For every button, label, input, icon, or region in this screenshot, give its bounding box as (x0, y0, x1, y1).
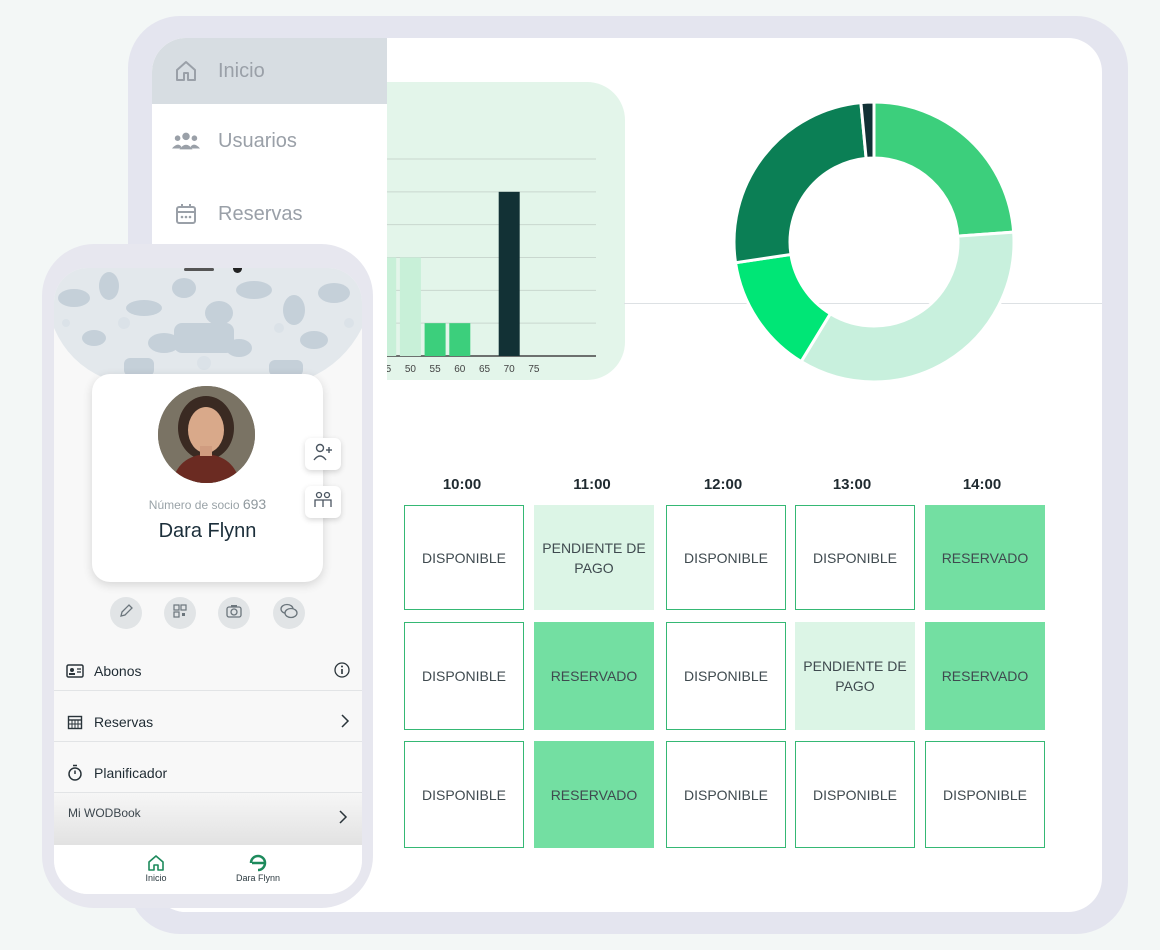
home-icon (138, 853, 174, 873)
schedule-slot[interactable]: DISPONIBLE (666, 741, 786, 848)
time-header: 14:00 (962, 476, 1002, 493)
phone-screen: Número de socio 693 Dara Flynn Abonos Re… (54, 268, 362, 894)
profile-card: Número de socio 693 Dara Flynn (92, 374, 323, 582)
sidebar-item-label: Usuarios (218, 129, 297, 152)
schedule-slot[interactable]: DISPONIBLE (925, 741, 1045, 848)
info-icon[interactable] (334, 662, 350, 681)
time-header: 12:00 (703, 476, 743, 493)
bar-chart: 4045505560657075 (352, 158, 596, 375)
stopwatch-icon (66, 764, 84, 782)
phone-speaker (184, 268, 214, 271)
schedule-slot[interactable]: PENDIENTE DE PAGO (795, 622, 915, 730)
donut-slice (872, 100, 1016, 238)
pencil-icon (118, 603, 134, 624)
member-number-label: Número de socio (148, 498, 240, 512)
family-button[interactable] (305, 486, 341, 518)
menu-item-planificador[interactable]: Planificador (54, 748, 362, 798)
nav-item-label: Inicio (145, 873, 167, 883)
donut-slice (859, 100, 876, 161)
qr-code-icon (173, 603, 187, 623)
x-tick-label: 60 (454, 364, 466, 375)
menu-divider (54, 690, 362, 691)
users-icon (172, 127, 200, 155)
add-user-icon (313, 443, 333, 466)
chevron-right-icon (340, 713, 350, 732)
member-number: Número de socio 693 (92, 496, 323, 512)
donut-slice (732, 100, 868, 265)
membership-card-icon (66, 662, 84, 680)
avatar (158, 386, 255, 483)
menu-item-label: Abonos (94, 663, 142, 679)
menu-item-label: Planificador (94, 765, 168, 781)
bar (498, 191, 520, 356)
family-icon (313, 491, 333, 514)
header-pattern (54, 268, 362, 378)
calendar-icon (66, 713, 84, 731)
schedule-slot[interactable]: PENDIENTE DE PAGO (534, 505, 654, 610)
schedule-slot[interactable]: DISPONIBLE (404, 505, 524, 610)
x-tick-label: 50 (405, 364, 417, 375)
profile-name: Dara Flynn (158, 520, 257, 542)
wodbook-label: Mi WODBook (68, 806, 141, 820)
schedule-slot[interactable]: DISPONIBLE (795, 741, 915, 848)
x-tick-label: 65 (479, 364, 491, 375)
x-tick-label: 75 (528, 364, 540, 375)
divider (624, 303, 1102, 304)
bar-chart-card: 4045505560657075 (352, 82, 625, 380)
camera-icon (226, 604, 242, 623)
schedule-slot[interactable]: DISPONIBLE (666, 505, 786, 610)
chat-button[interactable] (273, 597, 305, 629)
bar (449, 323, 471, 356)
donut-chart (732, 100, 1016, 384)
menu-item-label: Reservas (94, 714, 154, 730)
sidebar-item-reservas[interactable]: Reservas (152, 181, 387, 247)
bar (424, 323, 446, 356)
sidebar-item-label: Reservas (218, 202, 303, 225)
schedule-slot[interactable]: RESERVADO (534, 622, 654, 730)
phone-camera (233, 268, 242, 273)
x-tick-label: 70 (504, 364, 516, 375)
schedule-slot[interactable]: DISPONIBLE (404, 622, 524, 730)
home-icon (172, 57, 200, 85)
calendar-icon (172, 200, 200, 228)
nav-item-inicio[interactable]: Inicio (138, 853, 174, 883)
menu-item-reservas[interactable]: Reservas (54, 697, 362, 747)
time-header: 11:00 (573, 476, 611, 493)
time-header: 10:00 (442, 476, 482, 493)
time-header: 13:00 (832, 476, 872, 493)
menu-item-abonos[interactable]: Abonos (54, 646, 362, 696)
schedule-slot[interactable]: RESERVADO (534, 741, 654, 848)
bottom-nav: Inicio Dara Flynn (54, 845, 362, 894)
chevron-right-icon (338, 809, 348, 828)
schedule-slot[interactable]: DISPONIBLE (666, 622, 786, 730)
schedule-slot[interactable]: RESERVADO (925, 505, 1045, 610)
wodbook-row[interactable]: Mi WODBook (54, 793, 362, 845)
chat-icon (280, 603, 298, 624)
schedule-slot[interactable]: DISPONIBLE (404, 741, 524, 848)
add-user-button[interactable] (305, 438, 341, 470)
brand-logo-icon (230, 853, 286, 873)
edit-button[interactable] (110, 597, 142, 629)
sidebar-item-usuarios[interactable]: Usuarios (152, 108, 387, 174)
sidebar-item-label: Inicio (218, 59, 265, 82)
qr-button[interactable] (164, 597, 196, 629)
menu-divider (54, 792, 362, 793)
donut-slice (799, 230, 1016, 384)
sidebar-item-inicio[interactable]: Inicio (152, 38, 387, 104)
camera-button[interactable] (218, 597, 250, 629)
nav-item-profile[interactable]: Dara Flynn (230, 853, 286, 883)
schedule-slot[interactable]: DISPONIBLE (795, 505, 915, 610)
member-number-value: 693 (242, 496, 267, 512)
bar (399, 257, 421, 356)
schedule-slot[interactable]: RESERVADO (925, 622, 1045, 730)
x-tick-label: 55 (430, 364, 442, 375)
nav-item-label: Dara Flynn (235, 873, 280, 883)
menu-divider (54, 741, 362, 742)
